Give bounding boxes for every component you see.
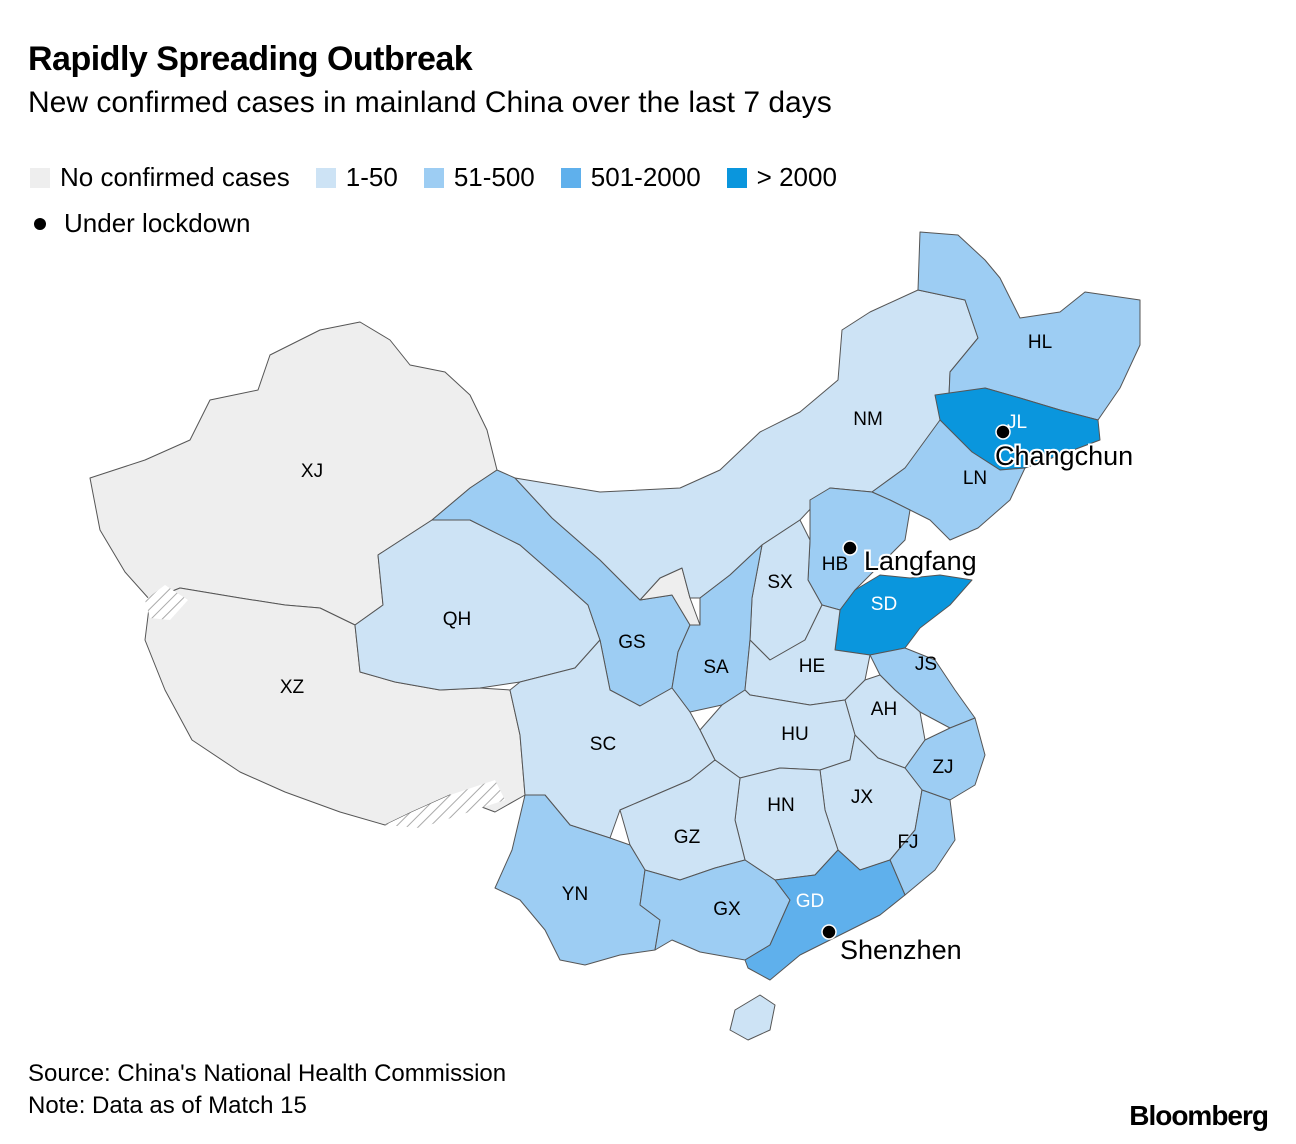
chart-title: Rapidly Spreading Outbreak [28, 40, 473, 78]
disputed-area-south [385, 780, 505, 828]
city-label-shenzhen: Shenzhen [840, 935, 962, 965]
legend-swatch-over-2000 [726, 167, 747, 188]
province-label-SA: SA [703, 657, 729, 678]
legend-swatch-1-50 [315, 167, 336, 188]
province-label-SC: SC [590, 734, 616, 755]
legend-item-51-500: 51-500 [423, 162, 535, 193]
legend-label-1-50: 1-50 [345, 162, 398, 192]
province-label-HL: HL [1028, 332, 1052, 353]
chart-subtitle: New confirmed cases in mainland China ov… [28, 86, 832, 119]
city-label-changchun: Changchun [995, 441, 1133, 471]
legend-swatch-501-2000 [560, 167, 581, 188]
province-label-GS: GS [618, 632, 645, 653]
legend-swatch-51-500 [423, 167, 444, 188]
lockdown-dot-changchun [995, 424, 1011, 440]
province-label-HN: HN [767, 795, 794, 816]
province-label-ZJ: ZJ [932, 757, 953, 778]
legend-lockdown-label: Under lockdown [64, 208, 251, 238]
province-HI [729, 994, 776, 1041]
province-label-YN: YN [562, 884, 588, 905]
province-label-HB: HB [822, 554, 848, 575]
legend-label-501-2000: 501-2000 [590, 162, 701, 192]
lockdown-dot-shenzhen [821, 924, 837, 940]
legend-item-501-2000: 501-2000 [560, 162, 701, 193]
province-label-XJ: XJ [301, 461, 323, 482]
legend-label-51-500: 51-500 [453, 162, 535, 192]
province-label-AH: AH [871, 699, 897, 720]
data-note: Note: Data as of Match 15 [28, 1092, 307, 1119]
province-label-GX: GX [713, 899, 741, 920]
province-label-XZ: XZ [280, 677, 305, 698]
province-GD [744, 849, 906, 981]
province-label-NM: NM [853, 409, 883, 430]
legend-swatch-none [30, 167, 50, 188]
province-label-LN: LN [963, 468, 987, 489]
province-label-JL: JL [1007, 412, 1027, 433]
province-label-QH: QH [443, 609, 472, 630]
legend: No confirmed cases 1-50 51-500 501-2000 … [30, 162, 837, 193]
province-label-GD: GD [796, 891, 825, 912]
legend-label-over-2000: > 2000 [756, 162, 837, 192]
province-label-SX: SX [767, 572, 793, 593]
province-HL [917, 231, 1141, 421]
province-label-FJ: FJ [897, 832, 918, 853]
province-label-JS: JS [915, 654, 937, 675]
province-label-HE: HE [799, 656, 825, 677]
disputed-area-west [145, 585, 188, 620]
lockdown-dot-langfang [842, 540, 858, 556]
province-label-GZ: GZ [674, 827, 701, 848]
legend-item-none: No confirmed cases [30, 162, 290, 193]
legend-lockdown: Under lockdown [34, 208, 250, 239]
legend-item-1-50: 1-50 [315, 162, 398, 193]
province-label-JX: JX [851, 787, 874, 808]
lockdown-dot-icon [34, 217, 46, 230]
legend-item-over-2000: > 2000 [726, 162, 837, 193]
province-label-HU: HU [781, 724, 808, 745]
bloomberg-logo: Bloomberg [1129, 1100, 1269, 1131]
legend-label-none: No confirmed cases [60, 162, 290, 192]
province-label-SD: SD [871, 594, 897, 615]
city-label-langfang: Langfang [864, 546, 977, 576]
source-note: Source: China's National Health Commissi… [28, 1060, 507, 1087]
